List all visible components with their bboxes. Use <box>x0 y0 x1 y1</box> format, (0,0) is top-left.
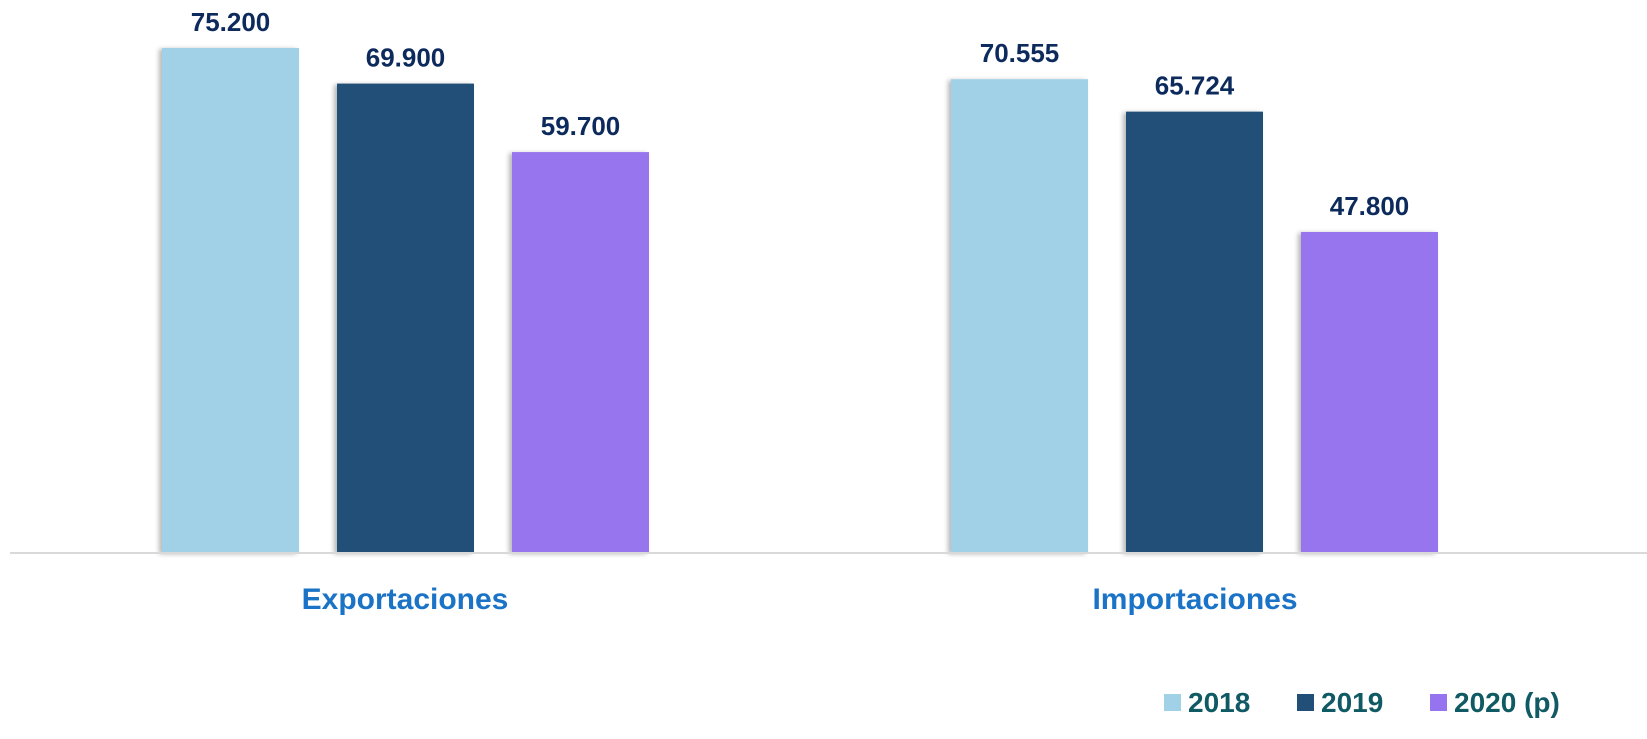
data-label-exportaciones-2018: 75.200 <box>191 7 271 37</box>
legend: 2018 2019 2020 (p) <box>1164 687 1560 718</box>
legend-label-2018: 2018 <box>1188 687 1250 718</box>
legend-swatch-2018 <box>1164 694 1181 711</box>
bar-exportaciones-2020-p <box>512 152 649 553</box>
legend-swatch-2020-p <box>1430 694 1447 711</box>
labels-layer: 75.200 69.900 59.700 Exportaciones 70.555 65.… <box>191 7 1410 616</box>
data-label-importaciones-2018: 70.555 <box>980 38 1060 68</box>
bar-importaciones-2019 <box>1126 111 1263 553</box>
bars-layer <box>162 48 1438 554</box>
bar-importaciones-2020-p <box>1301 232 1438 553</box>
legend-label-2019: 2019 <box>1321 687 1383 718</box>
data-label-importaciones-2020-p: 47.800 <box>1330 191 1410 221</box>
data-label-exportaciones-2020-p: 59.700 <box>541 111 621 141</box>
data-label-importaciones-2019: 65.724 <box>1155 71 1235 101</box>
data-label-exportaciones-2019: 69.900 <box>366 43 446 73</box>
bar-importaciones-2018 <box>951 79 1088 554</box>
bar-exportaciones-2019 <box>337 83 474 553</box>
bar-exportaciones-2018 <box>162 48 299 553</box>
category-label-importaciones: Importaciones <box>1092 583 1297 616</box>
category-label-exportaciones: Exportaciones <box>302 583 509 616</box>
legend-swatch-2019 <box>1297 694 1314 711</box>
legend-label-2020-p: 2020 (p) <box>1454 687 1560 718</box>
